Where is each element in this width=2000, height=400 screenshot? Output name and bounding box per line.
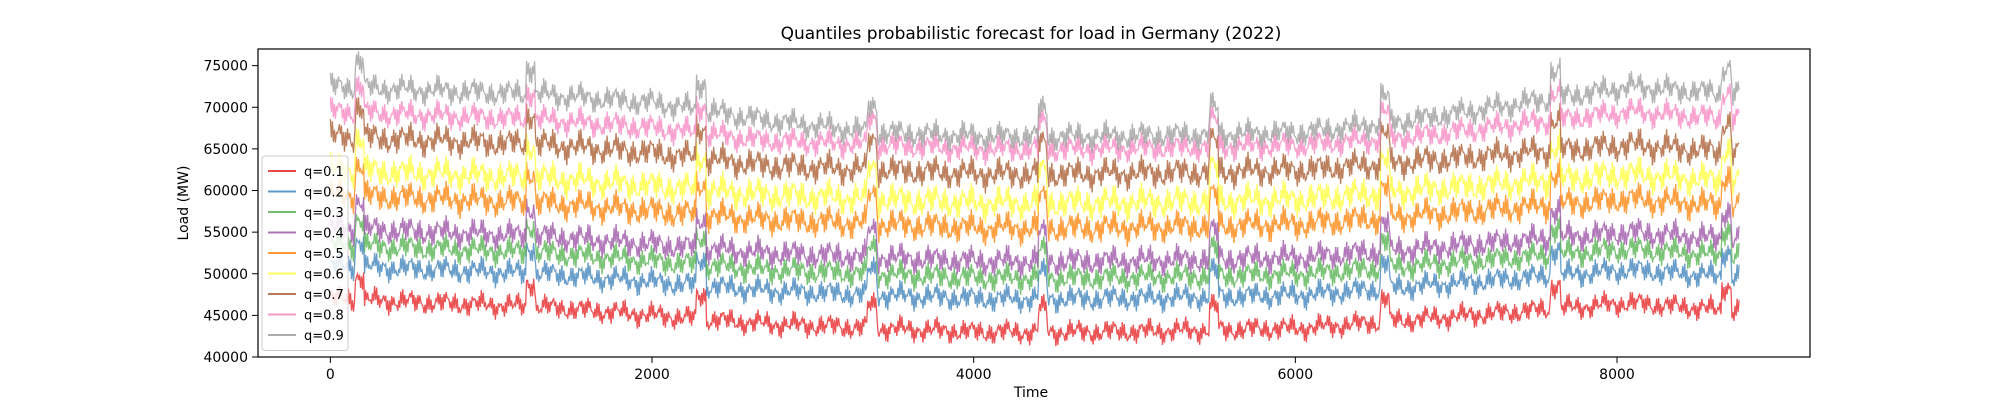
legend-entry: q=0.6 (304, 268, 344, 283)
series-line-q-0_8 (329, 76, 1740, 167)
series-line-q-0_4 (329, 194, 1740, 280)
y-tick-label: 40000 (203, 350, 248, 366)
x-tick-label: 0 (326, 367, 335, 383)
y-tick-label: 75000 (203, 59, 248, 75)
series-line-q-0_7 (329, 97, 1740, 194)
legend-entry: q=0.2 (304, 186, 344, 201)
y-axis: 40000 45000 50000 55000 60000 65000 70000 75000 (203, 59, 258, 366)
y-tick-label: 55000 (203, 225, 248, 241)
x-tick-label: 8000 (1599, 367, 1635, 383)
plot-background (258, 49, 1810, 357)
y-tick-label: 50000 (203, 267, 248, 283)
legend-entry: q=0.8 (304, 309, 344, 324)
series-line-q-0_9 (329, 51, 1740, 154)
legend-box (261, 155, 349, 351)
series-line-q-0_6 (329, 128, 1740, 224)
legend-entry: q=0.9 (304, 329, 344, 344)
series-line-q-0_3 (329, 214, 1740, 295)
y-axis-label: Load (MW) (176, 166, 192, 241)
series-line-q-0_1 (329, 271, 1740, 347)
legend: q=0.1 q=0.2 q=0.3 q=0.4 q=0.5 q=0.6 q=0.7 q=0.8… (261, 155, 349, 351)
x-tick-label: 4000 (956, 367, 992, 383)
chart-title: Quantiles probabilistic forecast for loa… (781, 24, 1282, 44)
series-line-q-0_2 (329, 236, 1740, 314)
plot-area (257, 48, 1811, 358)
legend-entry: q=0.1 (304, 165, 344, 180)
legend-entry: q=0.7 (304, 288, 344, 303)
legend-entry: q=0.3 (304, 206, 344, 221)
x-axis-label: Time (1013, 385, 1048, 400)
x-axis: 0 2000 4000 6000 8000 (326, 357, 1635, 383)
legend-entry: q=0.5 (304, 247, 344, 262)
plot-frame (257, 48, 1811, 358)
series-line-q-0_5 (329, 156, 1740, 247)
y-tick-label: 70000 (203, 100, 248, 116)
x-tick-label: 6000 (1278, 367, 1314, 383)
x-tick-label: 2000 (634, 367, 670, 383)
y-tick-label: 45000 (203, 308, 248, 324)
y-tick-label: 65000 (203, 142, 248, 158)
legend-entry: q=0.4 (304, 227, 344, 242)
y-tick-label: 60000 (203, 184, 248, 200)
series-layer (329, 51, 1740, 347)
